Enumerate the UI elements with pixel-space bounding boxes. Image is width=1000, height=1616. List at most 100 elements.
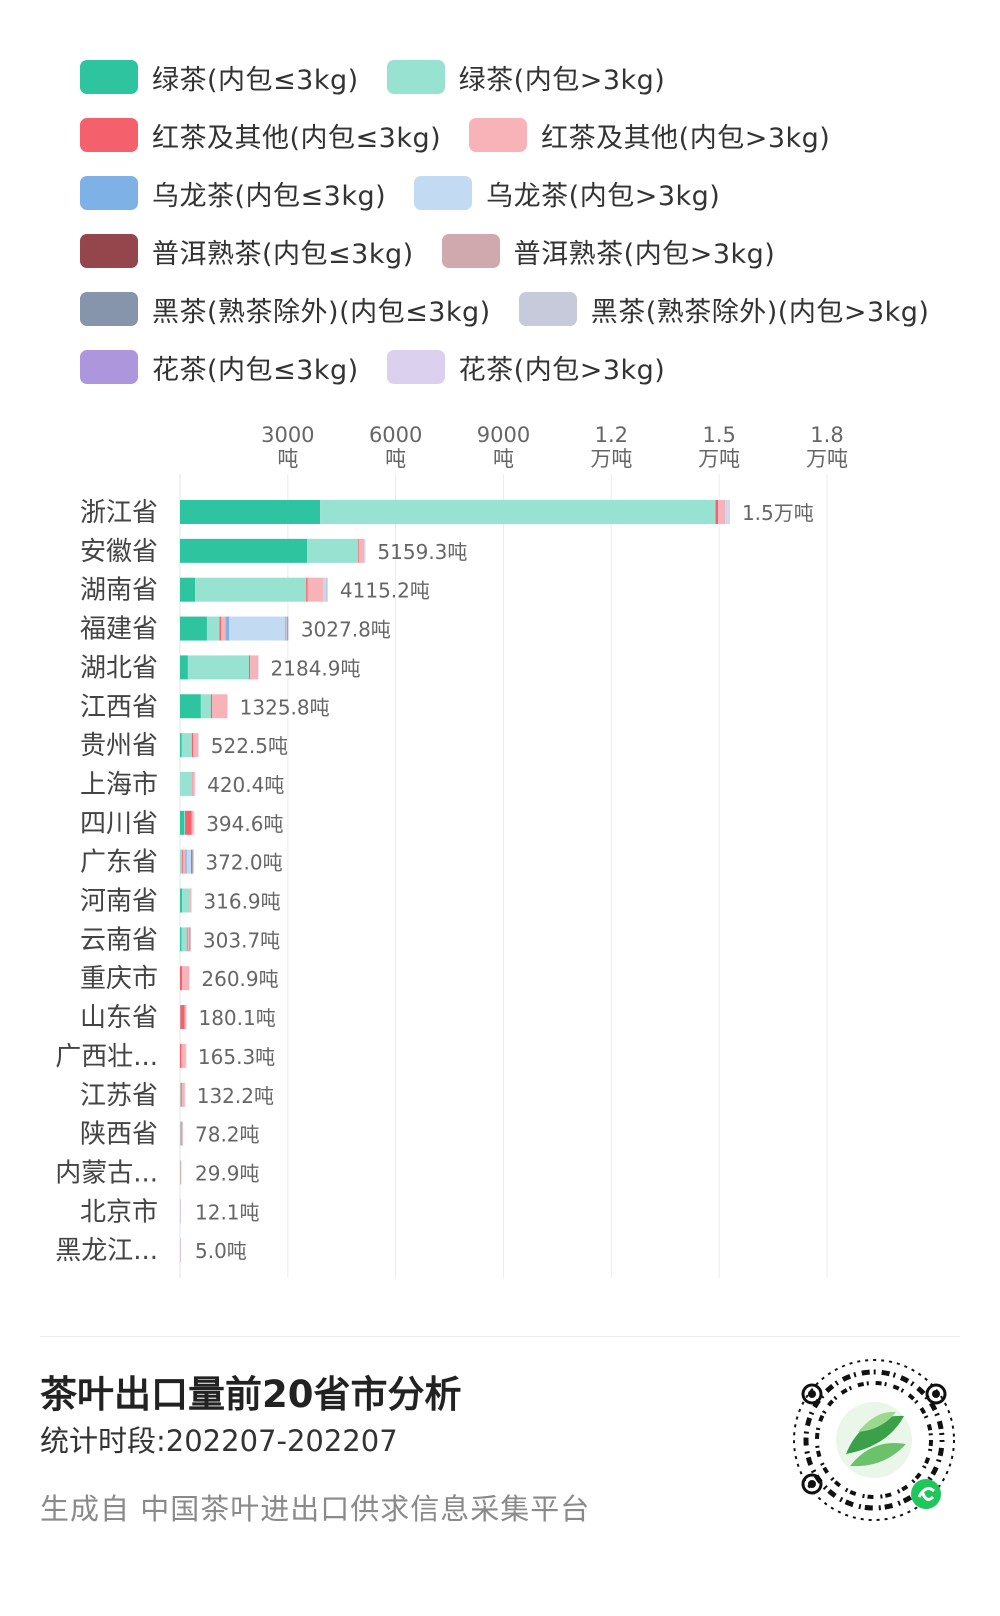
- legend-label: 黑茶(熟茶除外)(内包≤3kg): [152, 296, 491, 328]
- footer-divider: [40, 1336, 960, 1337]
- bar-segment: [364, 538, 366, 563]
- total-value-label: 132.2吨: [197, 1084, 274, 1108]
- bar-segment: [200, 694, 211, 719]
- total-value-label: 180.1吨: [198, 1006, 275, 1030]
- bar-segment: [187, 655, 250, 680]
- category-label: 内蒙古...: [55, 1158, 158, 1188]
- category-label: 江苏省: [80, 1081, 158, 1111]
- legend-row: 黑茶(熟茶除外)(内包≤3kg) 黑茶(熟茶除外)(内包>3kg): [80, 280, 980, 338]
- bar-segment: [190, 927, 191, 952]
- bar-segment: [180, 888, 183, 913]
- bar-segment: [180, 810, 185, 835]
- bar-segment: [180, 616, 207, 641]
- total-value-label: 260.9吨: [201, 967, 278, 991]
- report-title: 茶叶出口量前20省市分析: [40, 1373, 462, 1416]
- bar-segment: [181, 1121, 183, 1146]
- legend-swatch: [386, 350, 445, 384]
- legend-item[interactable]: 普洱熟茶(内包≤3kg): [80, 232, 414, 271]
- bar-segment: [184, 1082, 186, 1107]
- legend-label: 绿茶(内包>3kg): [458, 64, 666, 96]
- bar-segment: [190, 888, 192, 913]
- legend-label: 红茶及其他(内包>3kg): [541, 122, 831, 154]
- bar-segment: [186, 1005, 187, 1030]
- total-value-label: 522.5吨: [211, 734, 288, 758]
- legend-item[interactable]: 绿茶(内包>3kg): [386, 58, 666, 97]
- legend-item[interactable]: 黑茶(熟茶除外)(内包>3kg): [518, 290, 930, 329]
- category-label: 贵州省: [80, 731, 158, 761]
- bar-segment: [180, 1238, 181, 1263]
- legend-label: 乌龙茶(内包>3kg): [486, 180, 721, 212]
- bar-segment: [190, 927, 192, 952]
- bar-segment: [288, 616, 289, 641]
- x-tick-unit: 吨: [277, 447, 298, 471]
- legend-item[interactable]: 花茶(内包>3kg): [386, 348, 666, 387]
- bar-segment: [186, 927, 188, 952]
- bar-segment: [191, 810, 194, 835]
- category-label: 安徽省: [80, 537, 158, 567]
- legend-label: 普洱熟茶(内包>3kg): [513, 238, 776, 270]
- bar-segment: [180, 1043, 182, 1068]
- bar-segment: [323, 577, 326, 602]
- bar-segment: [180, 1005, 185, 1030]
- x-tick-label: 1.8: [810, 423, 843, 447]
- legend-swatch: [386, 60, 445, 94]
- legend-item[interactable]: 红茶及其他(内包>3kg): [469, 116, 830, 155]
- bar-segment: [184, 1005, 187, 1030]
- total-value-label: 4115.2吨: [340, 579, 430, 603]
- legend-item[interactable]: 花茶(内包≤3kg): [80, 348, 359, 387]
- legend-label: 普洱熟茶(内包≤3kg): [152, 238, 414, 270]
- x-tick-label: 6000: [369, 423, 422, 447]
- bar-segment: [227, 694, 228, 719]
- category-label: 江西省: [80, 692, 158, 722]
- category-label: 云南省: [80, 925, 158, 955]
- legend-swatch: [518, 292, 577, 326]
- bar-segment: [250, 655, 258, 680]
- bar-segment: [285, 616, 287, 641]
- legend-item[interactable]: 黑茶(熟茶除外)(内包≤3kg): [80, 290, 491, 329]
- bar-segment: [193, 733, 198, 758]
- bar-segment: [180, 1005, 181, 1030]
- bar-segment: [327, 577, 328, 602]
- mini-program-qr-code[interactable]: [788, 1354, 960, 1526]
- total-value-label: 5.0吨: [195, 1239, 247, 1263]
- legend-item[interactable]: 绿茶(内包≤3kg): [80, 58, 359, 97]
- legend-label: 花茶(内包>3kg): [458, 354, 666, 386]
- total-value-label: 29.9吨: [195, 1161, 260, 1185]
- total-value-label: 394.6吨: [206, 812, 283, 836]
- bar-segment: [229, 616, 285, 641]
- bar-segment: [181, 927, 187, 952]
- bar-segment: [192, 849, 194, 874]
- legend-item[interactable]: 乌龙茶(内包>3kg): [414, 174, 720, 213]
- total-value-label: 420.4吨: [207, 773, 284, 797]
- bar-segment: [220, 616, 226, 641]
- category-label: 湖南省: [80, 576, 158, 606]
- bar-segment: [725, 500, 728, 524]
- legend-item[interactable]: 普洱熟茶(内包>3kg): [441, 232, 776, 271]
- bar-segment: [191, 849, 193, 874]
- bar-segment: [180, 927, 182, 952]
- legend-swatch: [80, 350, 138, 384]
- bar-segment: [211, 694, 228, 719]
- bar-segment: [191, 733, 194, 758]
- bar-segment: [186, 849, 192, 874]
- category-label: 山东省: [80, 1003, 158, 1033]
- bar-segment: [193, 810, 195, 835]
- statistics-period: 统计时段:202207-202207: [40, 1424, 398, 1458]
- bar-segment: [210, 694, 212, 719]
- bar-segment: [306, 577, 308, 602]
- legend-row: 花茶(内包≤3kg) 花茶(内包>3kg): [80, 338, 980, 396]
- total-value-label: 1325.8吨: [240, 695, 330, 719]
- legend-item[interactable]: 乌龙茶(内包≤3kg): [80, 174, 386, 213]
- total-value-label: 372.0吨: [205, 851, 282, 875]
- legend-swatch: [80, 176, 138, 210]
- bar-segment: [197, 733, 199, 758]
- category-label: 重庆市: [80, 964, 158, 994]
- bar-segment: [189, 927, 191, 952]
- bar-segment: [188, 966, 190, 991]
- legend-swatch: [80, 60, 138, 94]
- bar-segment: [180, 1082, 182, 1107]
- bar-segment: [192, 849, 194, 874]
- legend-item[interactable]: 红茶及其他(内包≤3kg): [80, 116, 441, 155]
- category-label: 广西壮...: [55, 1042, 158, 1072]
- bar-segment: [715, 500, 719, 524]
